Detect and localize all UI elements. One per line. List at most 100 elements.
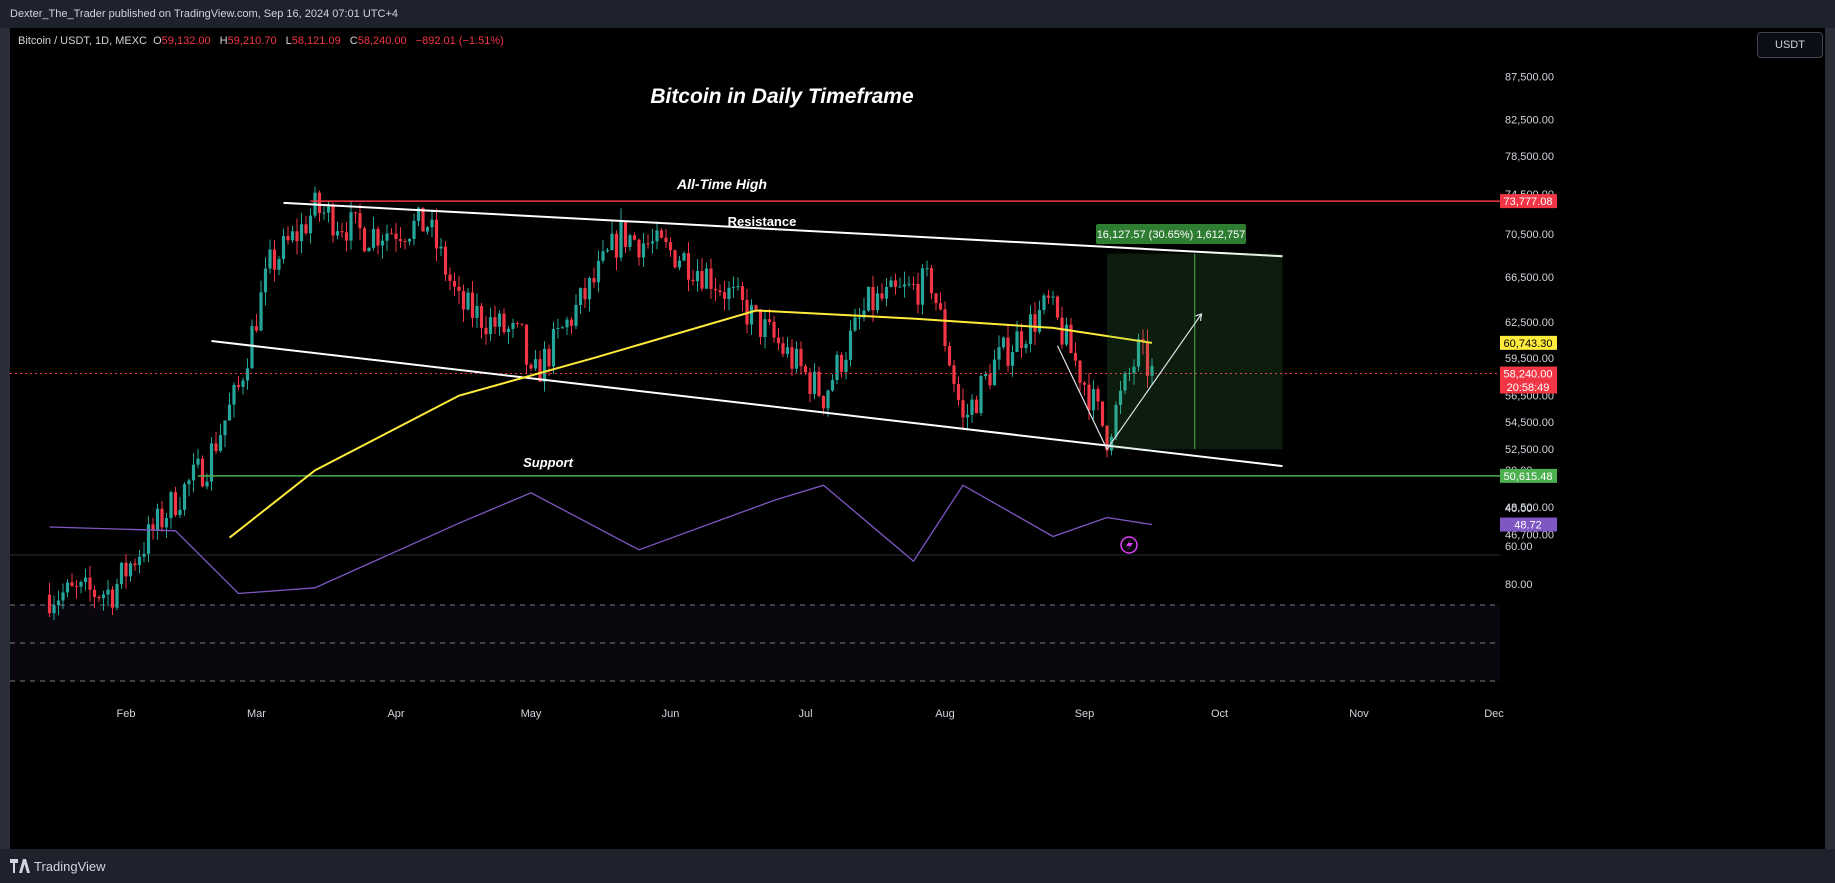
- candle-body: [839, 354, 844, 372]
- candle-body: [88, 577, 92, 590]
- countdown-badge-text: 20:58:49: [1507, 382, 1550, 394]
- candle-body: [425, 227, 430, 232]
- candle-body: [1060, 317, 1064, 345]
- candle-body: [884, 287, 889, 299]
- candle-body: [686, 253, 691, 280]
- candle-body: [74, 586, 79, 588]
- price-tick-label: 56,500.00: [1505, 391, 1554, 403]
- candle-body: [785, 347, 790, 354]
- candle-body: [115, 584, 119, 608]
- candle-body: [691, 279, 695, 282]
- candle-body: [956, 384, 961, 401]
- candle-body: [461, 290, 466, 310]
- time-tick-label: Oct: [1211, 708, 1228, 720]
- support-price-badge-text: 50,615.48: [1504, 471, 1553, 483]
- candle-body: [875, 293, 880, 311]
- candle-body: [947, 346, 952, 366]
- candle-body: [430, 219, 434, 228]
- candle-body: [790, 347, 794, 369]
- candle-body: [448, 274, 452, 281]
- candle-body: [1091, 389, 1096, 411]
- candle-body: [1114, 404, 1118, 437]
- candle-body: [83, 577, 88, 582]
- candle-body: [403, 241, 407, 243]
- candle-body: [542, 348, 547, 382]
- candle-body: [754, 305, 758, 310]
- candle-body: [160, 508, 164, 528]
- candle-body: [119, 562, 124, 585]
- candle-body: [853, 317, 857, 331]
- candle-body: [808, 372, 812, 395]
- currency-button[interactable]: USDT: [1757, 32, 1823, 58]
- candle-body: [349, 212, 353, 241]
- candle-body: [1100, 401, 1105, 426]
- chart-frame[interactable]: [10, 28, 1825, 849]
- measure-badge-text: 16,127.57 (30.65%) 1,612,757: [1097, 229, 1246, 241]
- candle-body: [983, 374, 988, 377]
- candle-body: [601, 251, 605, 261]
- candle-body: [457, 286, 461, 291]
- price-tick-label: 82,500.00: [1505, 115, 1554, 127]
- candle-body: [304, 224, 308, 234]
- candle-body: [889, 280, 893, 288]
- candle-body: [1006, 337, 1010, 366]
- candle-body: [56, 600, 61, 606]
- candle-body: [992, 359, 997, 386]
- candle-body: [781, 343, 785, 354]
- candle-body: [394, 233, 398, 239]
- time-tick-label: Jul: [798, 708, 812, 720]
- time-tick-label: Mar: [247, 708, 266, 720]
- candle-body: [655, 230, 659, 242]
- low-label: L: [285, 35, 292, 47]
- time-tick-label: Aug: [935, 708, 955, 720]
- candle-body: [1001, 337, 1006, 348]
- candle-body: [902, 284, 907, 287]
- ath-price-badge-text: 73,777.08: [1504, 196, 1553, 208]
- price-chart[interactable]: 87,500.0082,500.0078,500.0074,500.0070,5…: [0, 0, 1835, 849]
- candle-body: [245, 368, 250, 381]
- candle-body: [682, 253, 686, 261]
- candle-body: [475, 305, 479, 318]
- candle-body: [236, 384, 241, 387]
- candle-body: [1069, 324, 1073, 354]
- candle-body: [659, 230, 664, 238]
- candle-body: [1019, 331, 1024, 349]
- candle-body: [443, 246, 448, 275]
- ath-price-badge: [1500, 194, 1557, 209]
- candle-body: [1033, 314, 1037, 332]
- candle-body: [421, 207, 425, 232]
- candle-body: [776, 337, 781, 344]
- candle-body: [497, 313, 502, 327]
- lightning-icon-glyph: [1126, 539, 1133, 551]
- candle-body: [529, 364, 533, 369]
- candle-body: [916, 283, 920, 305]
- price-tick-label: 54,500.00: [1505, 417, 1554, 429]
- candle-body: [52, 605, 56, 614]
- measure-badge: [1096, 224, 1246, 244]
- candle-body: [731, 287, 736, 289]
- candle-body: [299, 224, 304, 242]
- candle-body: [632, 235, 637, 240]
- candle-body: [452, 280, 457, 287]
- candle-body: [178, 509, 182, 516]
- candle-body: [866, 286, 871, 311]
- candle-body: [556, 328, 560, 330]
- candle-body: [164, 518, 169, 528]
- candle-body: [772, 321, 776, 338]
- candle-body: [1123, 373, 1127, 391]
- candle-body: [835, 354, 839, 381]
- candle-body: [740, 286, 745, 300]
- candle-body: [97, 597, 101, 599]
- candle-body: [484, 327, 488, 335]
- candle-body: [335, 231, 340, 236]
- candle-body: [1136, 339, 1141, 367]
- support-trendline: [211, 339, 1283, 468]
- candle-body: [362, 228, 367, 252]
- candle-body: [605, 249, 610, 252]
- rsi-line: [49, 484, 1153, 595]
- candle-body: [565, 319, 569, 328]
- candle-body: [416, 207, 421, 221]
- candle-body: [560, 327, 565, 329]
- candle-body: [470, 292, 475, 318]
- last-price-badge: [1500, 366, 1557, 381]
